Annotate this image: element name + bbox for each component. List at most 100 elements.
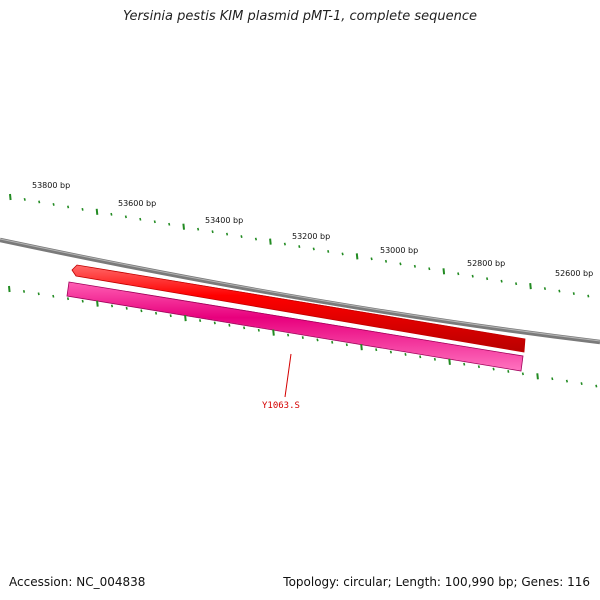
outer-tick (442, 268, 446, 275)
sequence-backbone (0, 237, 600, 345)
outer-tick (240, 235, 243, 238)
inner-tick (360, 344, 363, 351)
outer-tick (9, 193, 12, 201)
outer-tick (587, 294, 590, 298)
inner-tick (536, 373, 539, 380)
outer-tick (52, 203, 55, 206)
inner-tick (184, 315, 187, 322)
inner-tick (419, 355, 422, 359)
outer-tick (413, 264, 416, 268)
inner-tick (125, 306, 128, 310)
inner-tick (96, 300, 99, 307)
inner-tick (301, 336, 304, 339)
ruler-label: 52800 bp (467, 259, 505, 268)
inner-tick (66, 297, 70, 301)
outer-tick (38, 200, 41, 204)
inner-tick (8, 285, 11, 293)
inner-tick (389, 350, 392, 354)
inner-tick (81, 299, 84, 303)
outer-tick (254, 237, 258, 241)
outer-tick (558, 289, 561, 293)
inner-tick-ruler (8, 285, 598, 388)
outer-tick (515, 282, 518, 286)
outer-tick (500, 279, 503, 283)
inner-tick (287, 333, 290, 337)
outer-tick (67, 205, 70, 209)
inner-tick (257, 328, 260, 332)
outer-tick (283, 242, 286, 246)
inner-tick (169, 314, 172, 318)
inner-tick (272, 329, 275, 336)
outer-tick (384, 259, 388, 263)
outer-tick (327, 250, 330, 253)
outer-tick (428, 267, 431, 271)
inner-tick (345, 343, 348, 347)
outer-tick (486, 277, 489, 281)
reverse-feature-bar (66, 281, 524, 372)
inner-tick (375, 348, 378, 352)
accession-text: Accession: NC_004838 (9, 575, 146, 589)
outer-tick (197, 227, 200, 231)
gene-label: Y1063.S (262, 401, 300, 411)
inner-tick (331, 340, 334, 344)
outer-tick (370, 257, 373, 261)
sequence-backbone-highlight (0, 238, 600, 342)
inner-tick (155, 311, 158, 315)
inner-tick (213, 321, 216, 325)
outer-tick (457, 272, 460, 276)
outer-tick (23, 197, 26, 201)
ruler-label: 53400 bp (205, 216, 243, 225)
inner-tick (565, 379, 569, 383)
outer-tick (95, 208, 99, 215)
outer-tick (572, 292, 575, 295)
inner-tick (463, 362, 466, 366)
ruler-label: 53600 bp (118, 199, 156, 208)
outer-tick (529, 283, 532, 290)
inner-tick (228, 323, 231, 327)
ruler-label: 52600 bp (555, 269, 593, 278)
inner-tick (477, 365, 480, 369)
outer-tick (168, 222, 171, 226)
inner-tick (507, 370, 510, 373)
inner-tick (22, 290, 26, 293)
gene-label-leader (284, 353, 292, 398)
outer-tick (471, 274, 474, 278)
inner-tick (37, 292, 40, 296)
ruler-label: 53000 bp (380, 246, 418, 255)
inner-tick (52, 294, 55, 298)
inner-tick (580, 382, 583, 385)
map-title: Yersinia pestis KIM plasmid pMT-1, compl… (122, 9, 478, 24)
outer-tick (226, 232, 229, 236)
outer-tick (399, 262, 402, 266)
inner-tick (199, 319, 202, 322)
inner-tick (551, 377, 554, 381)
outer-tick (312, 247, 315, 251)
outer-tick (124, 215, 127, 219)
outer-tick (153, 220, 156, 224)
forward-feature-arrow (71, 264, 526, 353)
inner-tick (492, 367, 495, 371)
inner-tick (595, 384, 598, 388)
inner-tick (521, 372, 524, 376)
outer-tick-ruler (9, 193, 590, 298)
outer-tick (182, 223, 185, 230)
outer-tick (269, 238, 272, 245)
ruler-label: 53200 bp (292, 232, 330, 241)
outer-tick (211, 230, 214, 234)
inner-tick (243, 326, 246, 330)
inner-tick (110, 304, 114, 308)
ruler-label: 53800 bp (32, 181, 70, 190)
outer-tick (298, 245, 301, 248)
outer-tick (110, 212, 113, 216)
outer-tick (355, 253, 359, 260)
outer-tick (81, 207, 84, 211)
inner-tick (448, 358, 451, 365)
inner-tick (433, 357, 436, 361)
topology-summary: Topology: circular; Length: 100,990 bp; … (283, 575, 590, 589)
inner-tick (140, 309, 143, 313)
outer-tick (543, 287, 547, 291)
inner-tick (404, 353, 407, 356)
outer-tick (139, 217, 142, 221)
outer-tick (341, 252, 344, 256)
